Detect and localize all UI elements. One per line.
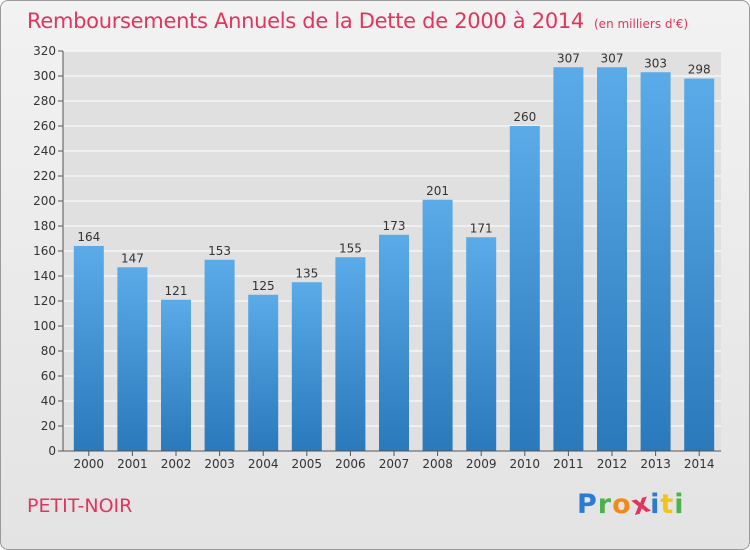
x-tick-label: 2005: [292, 457, 323, 471]
bar: [379, 234, 409, 451]
data-label: 171: [470, 221, 493, 235]
x-tick-label: 2007: [379, 457, 410, 471]
data-label: 121: [165, 284, 188, 298]
bar: [466, 237, 497, 451]
bar: [117, 267, 148, 451]
y-tick-label: 40: [41, 394, 56, 408]
bar: [422, 199, 453, 451]
y-tick-label: 220: [33, 169, 56, 183]
bar: [684, 78, 715, 451]
y-tick-label: 60: [41, 369, 56, 383]
data-label: 260: [513, 110, 536, 124]
proxiti-logo[interactable]: Proxiti: [577, 487, 685, 522]
x-tick-label: 2002: [161, 457, 192, 471]
bar: [248, 294, 279, 451]
y-tick-label: 280: [33, 94, 56, 108]
y-tick-label: 140: [33, 269, 56, 283]
y-tick-label: 160: [33, 244, 56, 258]
x-tick-label: 2003: [204, 457, 235, 471]
bar: [509, 126, 540, 451]
data-label: 125: [252, 279, 275, 293]
unit-label: (en milliers d'€): [594, 17, 689, 31]
x-tick-label: 2004: [248, 457, 279, 471]
data-label: 201: [426, 184, 449, 198]
x-tick-label: 2011: [553, 457, 584, 471]
bar: [597, 67, 627, 451]
logo-letter: i: [674, 489, 685, 520]
data-label: 135: [295, 266, 318, 280]
bar: [204, 259, 235, 451]
y-tick-label: 240: [33, 144, 56, 158]
x-tick-label: 2010: [510, 457, 541, 471]
commune-name: PETIT-NOIR: [27, 495, 133, 517]
bar: [73, 246, 104, 451]
data-label: 147: [121, 251, 144, 265]
logo-letter: t: [660, 489, 675, 520]
data-label: 155: [339, 241, 362, 255]
bar: [161, 299, 191, 451]
data-label: 298: [688, 63, 711, 77]
x-tick-label: 2009: [466, 457, 497, 471]
logo-letter: P: [577, 489, 598, 520]
logo-letter: r: [597, 489, 613, 520]
y-tick-label: 260: [33, 119, 56, 133]
x-tick-label: 2000: [74, 457, 105, 471]
y-tick-label: 120: [33, 294, 56, 308]
x-tick-label: 2012: [597, 457, 628, 471]
logo-letter: o: [612, 489, 632, 520]
bar: [640, 72, 671, 451]
data-label: 164: [77, 230, 100, 244]
x-tick-label: 2013: [640, 457, 671, 471]
y-tick-label: 0: [48, 444, 56, 458]
x-tick-label: 2014: [684, 457, 715, 471]
x-tick-label: 2001: [117, 457, 148, 471]
bars: 164 147 121 153 125 135 155 173 201 171 260 307 307 3…: [73, 51, 715, 451]
y-tick-label: 300: [33, 69, 56, 83]
chart-title: Remboursements Annuels de la Dette de 20…: [27, 9, 584, 33]
y-tick-label: 180: [33, 219, 56, 233]
bar: [335, 257, 366, 451]
y-tick-label: 80: [41, 344, 56, 358]
axes: 0 20 40 60 80 100 120 140 160 180 200 220 240 260 280 3…: [33, 44, 721, 471]
data-label: 303: [644, 56, 667, 70]
y-tick-label: 20: [41, 419, 56, 433]
y-tick-label: 100: [33, 319, 56, 333]
data-label: 307: [601, 51, 624, 65]
data-label: 173: [383, 219, 406, 233]
chart-title-block: Remboursements Annuels de la Dette de 20…: [27, 9, 688, 33]
logo-letter: i: [650, 489, 661, 520]
y-tick-label: 200: [33, 194, 56, 208]
x-tick-label: 2008: [422, 457, 453, 471]
data-label: 153: [208, 244, 231, 258]
x-tick-label: 2006: [335, 457, 366, 471]
data-label: 307: [557, 51, 580, 65]
bar: [291, 282, 322, 451]
bar: [553, 67, 584, 451]
y-tick-label: 320: [33, 44, 56, 58]
